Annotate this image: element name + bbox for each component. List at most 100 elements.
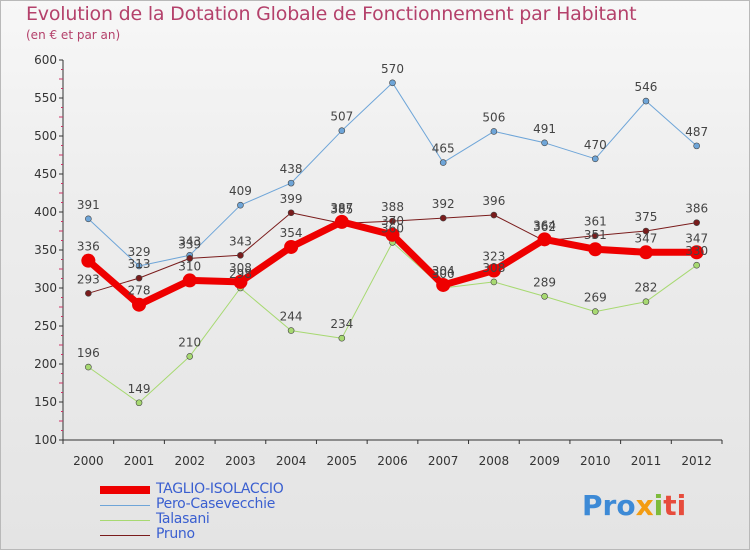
data-label-talasani-2011: 282 <box>635 281 658 295</box>
x-tick-label-2002: 2002 <box>174 454 205 468</box>
data-label-talasani-2007: 300 <box>432 267 455 281</box>
data-label-talasani-2010: 269 <box>584 291 607 305</box>
data-label-taglio-isolaccio-2000: 336 <box>77 240 100 254</box>
point-pero-casevecchie-2011 <box>642 97 650 105</box>
y-tick-label-150: 150 <box>34 395 57 409</box>
data-label-talasani-2003: 298 <box>229 267 252 281</box>
data-label-talasani-2012: 330 <box>685 244 708 258</box>
y-tick-label-200: 200 <box>34 357 57 371</box>
y-tick-label-400: 400 <box>34 205 57 219</box>
point-talasani-2010 <box>591 308 599 315</box>
point-pruno-2003 <box>237 252 244 259</box>
data-label-taglio-isolaccio-2012: 347 <box>685 231 708 245</box>
data-label-taglio-isolaccio-2010: 351 <box>584 228 607 242</box>
point-taglio-isolaccio-2008 <box>486 263 501 278</box>
y-tick-label-450: 450 <box>34 167 57 181</box>
point-pruno-2012 <box>693 219 700 226</box>
point-pero-casevecchie-2007 <box>439 159 447 166</box>
point-talasani-2004 <box>287 327 295 334</box>
point-talasani-2001 <box>135 399 143 407</box>
legend-item-pero-casevecchie: Pero-Casevecchie <box>100 496 420 513</box>
point-pruno-2006 <box>389 217 396 225</box>
point-talasani-2008 <box>490 278 498 286</box>
point-pruno-2002 <box>186 255 194 262</box>
point-pruno-2010 <box>591 232 599 239</box>
point-pero-casevecchie-2008 <box>490 128 498 135</box>
data-label-taglio-isolaccio-2002: 310 <box>178 259 201 273</box>
point-taglio-isolaccio-2002 <box>182 273 197 288</box>
x-tick-label-2011: 2011 <box>631 454 662 468</box>
y-tick-label-250: 250 <box>34 319 57 333</box>
legend-swatch-pruno <box>100 535 150 536</box>
point-taglio-isolaccio-2010 <box>588 242 603 257</box>
data-label-talasani-2001: 149 <box>128 382 151 396</box>
x-tick-label-2001: 2001 <box>124 454 155 468</box>
x-tick-label-2005: 2005 <box>327 454 358 468</box>
data-label-pero-casevecchie-2011: 546 <box>635 80 658 94</box>
point-pero-casevecchie-2012 <box>693 142 700 150</box>
x-tick-label-2007: 2007 <box>428 454 459 468</box>
data-label-pruno-2006: 388 <box>381 200 404 214</box>
data-label-pero-casevecchie-2010: 470 <box>584 138 607 152</box>
data-label-pruno-2000: 293 <box>77 272 100 286</box>
point-taglio-isolaccio-2000 <box>81 253 96 268</box>
legend-swatch-taglio-isolaccio <box>100 486 150 494</box>
data-label-taglio-isolaccio-2001: 278 <box>128 284 151 298</box>
data-label-pero-casevecchie-2002: 343 <box>178 234 201 248</box>
data-label-pero-casevecchie-2003: 409 <box>229 184 252 198</box>
logo-part-3: i <box>653 489 664 522</box>
legend-swatch-pero-casevecchie <box>100 505 150 506</box>
point-pero-casevecchie-2003 <box>237 201 244 209</box>
point-pero-casevecchie-2005 <box>338 127 346 134</box>
data-label-taglio-isolaccio-2008: 323 <box>482 250 505 264</box>
data-label-talasani-2008: 308 <box>482 261 505 275</box>
point-pero-casevecchie-2004 <box>287 179 295 187</box>
data-label-pero-casevecchie-2006: 570 <box>381 62 404 76</box>
data-labels: 391 329 343 409 438 507 570 465 506 491 470 546 487 1… <box>77 62 708 396</box>
data-label-talasani-2009: 289 <box>533 275 556 289</box>
legend-label-talasani: Talasani <box>156 511 210 527</box>
data-label-pero-casevecchie-2009: 491 <box>533 122 556 136</box>
point-taglio-isolaccio-2011 <box>638 245 653 260</box>
y-tick-label-350: 350 <box>34 243 57 257</box>
x-tick-label-2010: 2010 <box>580 454 611 468</box>
data-label-pruno-2007: 392 <box>432 197 455 211</box>
logo-part-4: ti <box>663 489 687 522</box>
data-label-pruno-2010: 361 <box>584 215 607 229</box>
point-pero-casevecchie-2006 <box>389 79 396 87</box>
point-taglio-isolaccio-2006 <box>385 227 400 242</box>
point-pero-casevecchie-2001 <box>135 262 143 270</box>
y-tick-label-500: 500 <box>34 129 57 143</box>
data-label-pero-casevecchie-2012: 487 <box>685 125 708 139</box>
data-label-pruno-2003: 343 <box>229 234 252 248</box>
point-taglio-isolaccio-2004 <box>284 239 299 254</box>
legend-label-pruno: Pruno <box>156 526 195 542</box>
point-pero-casevecchie-2000 <box>85 215 92 223</box>
data-label-pero-casevecchie-2008: 506 <box>482 110 505 124</box>
y-tick-label-600: 600 <box>34 53 57 67</box>
data-label-talasani-2004: 244 <box>280 310 303 324</box>
legend-item-pruno: Pruno <box>100 526 420 543</box>
data-label-pero-casevecchie-2007: 465 <box>432 142 455 156</box>
point-pruno-2008 <box>490 211 498 219</box>
point-talasani-2012 <box>693 261 700 269</box>
data-label-taglio-isolaccio-2003: 308 <box>229 261 252 275</box>
legend: TAGLIO-ISOLACCIO Pero-Casevecchie Talasa… <box>100 481 420 543</box>
legend-item-taglio-isolaccio: TAGLIO-ISOLACCIO <box>100 481 420 498</box>
x-tick-label-2009: 2009 <box>529 454 560 468</box>
data-label-taglio-isolaccio-2005: 387 <box>330 201 353 215</box>
data-label-pruno-2011: 375 <box>635 210 658 224</box>
point-pero-casevecchie-2010 <box>591 155 599 163</box>
proxiti-logo: Proxiti <box>582 489 686 522</box>
y-tick-label-300: 300 <box>34 281 57 295</box>
x-tick-label-2008: 2008 <box>479 454 510 468</box>
data-label-taglio-isolaccio-2007: 304 <box>432 264 455 278</box>
chart-subtitle: (en € et par an) <box>26 28 121 42</box>
data-label-pruno-2012: 386 <box>685 202 708 216</box>
point-talasani-2005 <box>338 334 346 342</box>
data-label-talasani-2006: 360 <box>381 221 404 235</box>
point-pruno-2011 <box>642 227 650 235</box>
data-label-pero-casevecchie-2000: 391 <box>77 198 100 212</box>
data-label-taglio-isolaccio-2006: 370 <box>381 214 404 228</box>
